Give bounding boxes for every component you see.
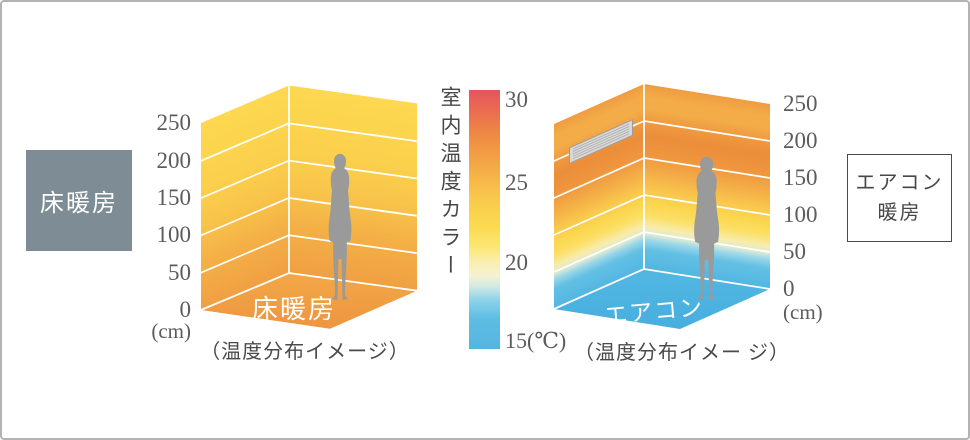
- colorbar-tick-15: 15(℃): [505, 328, 567, 353]
- floor-heating-title-box: 床暖房: [26, 150, 132, 251]
- right-axis-unit: (cm): [783, 300, 823, 324]
- aircon-floor: [554, 269, 770, 329]
- temperature-colorbar: [469, 90, 500, 349]
- left-axis-unit: (cm): [151, 319, 191, 343]
- right-axis-tick-100: 100: [783, 202, 818, 227]
- right-axis-tick-150: 150: [783, 165, 818, 190]
- left-axis-tick-50: 50: [168, 260, 191, 285]
- floor-heating-room: [200, 85, 418, 329]
- floor-heating-title: 床暖房: [40, 190, 118, 217]
- colorbar-title: 室内温度カラー: [438, 86, 462, 282]
- right-axis-tick-0: 0: [783, 276, 795, 301]
- right-axis-tick-250: 250: [783, 91, 818, 116]
- right-axis-tick-50: 50: [783, 239, 806, 264]
- colorbar-tick-25: 25: [505, 170, 528, 195]
- floor-heating-caption: （温度分布イメージ）: [200, 341, 410, 363]
- air-conditioner-unit: [569, 119, 633, 165]
- aircon-heating-room: [553, 84, 771, 329]
- colorbar-tick-20: 20: [505, 250, 528, 275]
- floor-heating-floor-label: 床暖房: [252, 294, 337, 324]
- aircon-heating-title-line1: エアコン: [855, 172, 944, 194]
- aircon-left-wall: [554, 84, 644, 309]
- floor-heating-floor: [201, 273, 417, 329]
- colorbar-tick-30: 30: [505, 87, 528, 112]
- floor-heating-left-wall: [201, 85, 289, 311]
- gridlines: [201, 122, 289, 274]
- aircon-heating-title-box: エアコン 暖房: [847, 154, 952, 242]
- gridlines: [289, 122, 417, 255]
- right-axis-tick-200: 200: [783, 128, 818, 153]
- left-axis-tick-0: 0: [179, 297, 192, 322]
- aircon-caption: （温度分布イメー ジ）: [574, 342, 790, 364]
- aircon-heating-title-line2: 暖房: [877, 202, 922, 224]
- left-axis-tick-150: 150: [156, 185, 192, 210]
- floor-heating-right-wall: [289, 85, 417, 291]
- left-axis-tick-250: 250: [156, 110, 192, 135]
- left-axis-tick-100: 100: [156, 222, 192, 247]
- left-axis-tick-200: 200: [156, 148, 192, 173]
